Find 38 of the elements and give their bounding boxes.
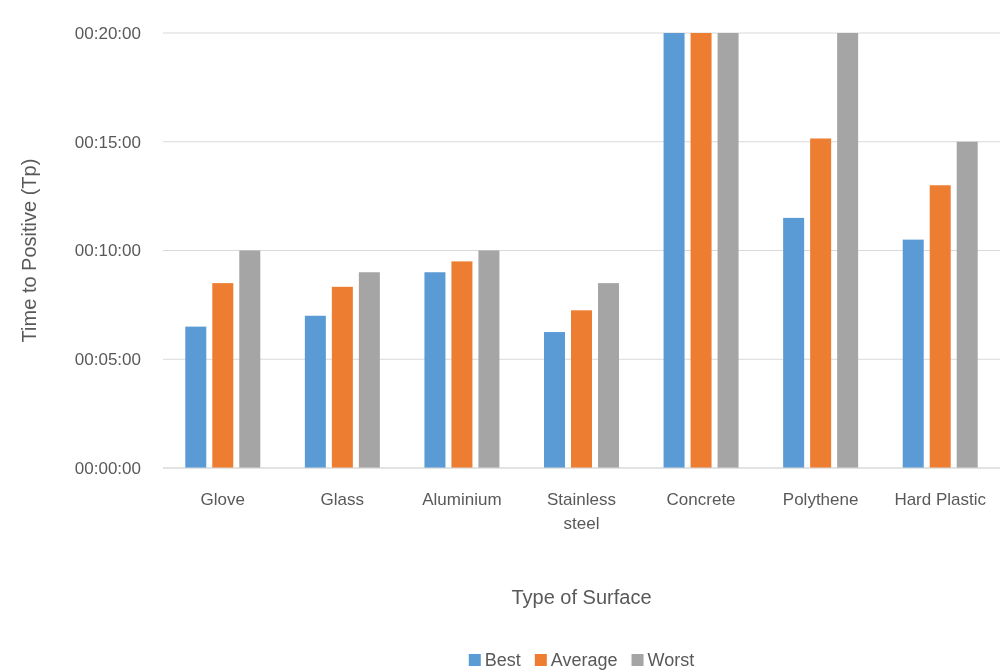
- bar: [239, 250, 261, 468]
- y-tick-label: 00:10:00: [74, 241, 141, 261]
- bar: [598, 283, 619, 468]
- y-tick-label: 00:20:00: [74, 23, 141, 43]
- x-tick-label: Concrete: [666, 490, 736, 509]
- legend-label: Average: [550, 650, 618, 670]
- bar: [212, 283, 234, 468]
- y-tick-label: 00:05:00: [74, 350, 141, 370]
- y-tick-label: 00:15:00: [74, 132, 141, 152]
- bar: [424, 272, 446, 468]
- bar: [690, 33, 712, 468]
- bar: [304, 315, 326, 468]
- x-axis-title: Type of Surface: [511, 586, 652, 608]
- legend-label: Worst: [647, 650, 695, 670]
- bar: [956, 141, 978, 468]
- x-tick-label: Polythene: [782, 490, 859, 509]
- bar: [358, 272, 380, 468]
- bar: [185, 326, 207, 468]
- bar: [478, 250, 500, 468]
- bar: [571, 310, 592, 468]
- x-tick-label: Glass: [320, 490, 365, 509]
- bar: [929, 185, 951, 468]
- bar: [810, 138, 832, 468]
- bar: [837, 33, 859, 468]
- bar: [902, 239, 924, 468]
- y-tick-label: 00:00:00: [74, 458, 141, 478]
- bar: [663, 33, 685, 468]
- bar: [331, 286, 353, 468]
- bar: [544, 332, 565, 468]
- y-axis-title: Time to Positive (Tp): [18, 158, 40, 343]
- x-tick-label: Aluminium: [422, 490, 502, 509]
- bar: [783, 217, 805, 468]
- x-tick-label: Stainless steel: [547, 490, 616, 533]
- x-tick-label: Hard Plastic: [894, 490, 987, 509]
- legend-label: Best: [484, 650, 521, 670]
- x-tick-label: Glove: [200, 490, 245, 509]
- bar: [717, 33, 739, 468]
- bar: [451, 261, 473, 468]
